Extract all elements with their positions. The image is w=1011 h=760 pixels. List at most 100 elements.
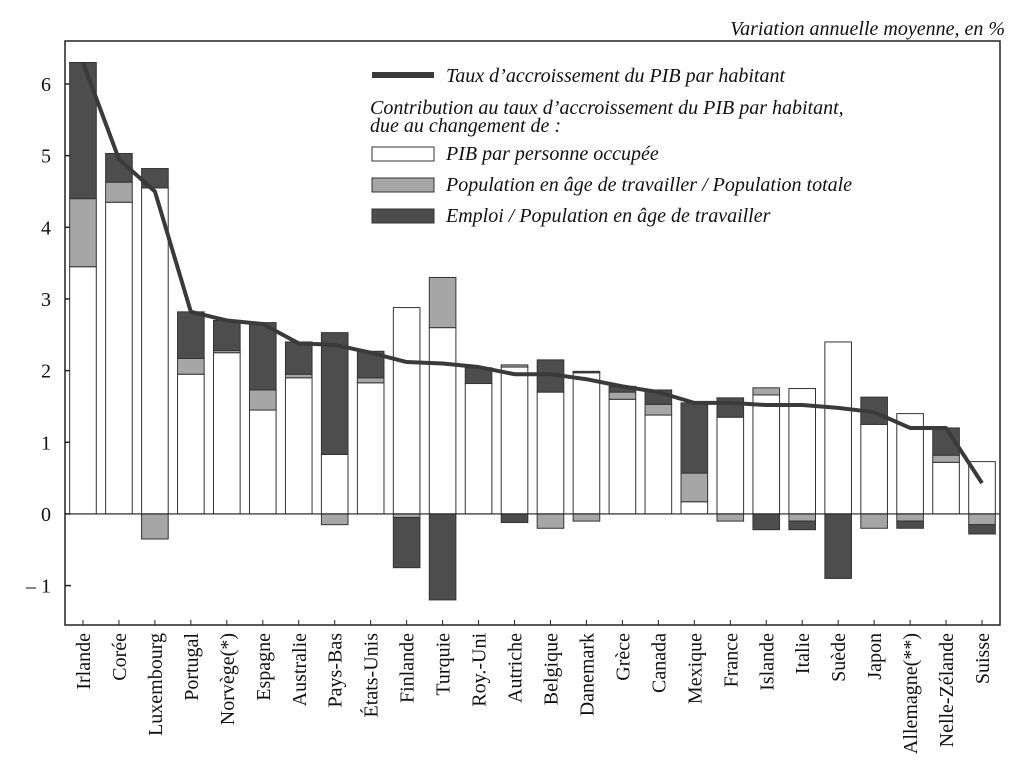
x-tick-label: Portugal [181,633,203,701]
bar-segment [248,389,277,411]
bar-segment [105,201,133,515]
bar-segment [716,416,745,515]
bar-segment [860,423,888,515]
bar-segment [572,370,601,374]
bar-segment [392,517,421,569]
x-tick-label: Suisse [972,633,994,684]
legend-label: PIB par personne occupée [445,143,659,165]
x-tick-label: Italie [792,633,814,674]
bar-segment [428,513,457,601]
bar-segment [320,513,349,526]
bar-segment [464,383,493,515]
bar-segment [932,461,960,515]
bar-segment [177,357,205,375]
bar-segment [968,513,996,526]
bar-segment [644,414,673,515]
x-tick-label: Australie [289,633,311,706]
legend-swatch [371,208,435,224]
legend-label: Emploi / Population en âge de travailler [445,205,771,227]
x-tick-label: Autriche [505,633,527,703]
bar-segment [356,377,385,384]
bar-segment [752,394,781,515]
x-tick-label: Turquie [433,633,455,696]
bar-segment [572,372,601,515]
bar-segment [968,524,996,535]
bar-segment [680,472,709,503]
bar-segment [428,276,457,329]
y-tick-label: 6 [41,74,51,96]
bar-segment [788,520,817,531]
legend-swatch [371,146,435,162]
bar-segment [932,454,960,463]
bar-segment [500,513,529,524]
bar-segment [752,513,781,531]
bar-segment [824,341,852,515]
x-tick-label: Islande [756,633,778,691]
x-tick-label: Roy.-Uni [469,633,491,707]
bar-segment [716,513,745,522]
bar-segment [608,398,637,515]
x-tick-label: États-Unis [360,633,383,718]
bar-segment [896,513,924,522]
bar-segment [680,402,709,474]
bar-segment [356,382,385,515]
x-tick-label: Mexique [684,633,706,704]
bar-segment [680,501,709,515]
bar-segment [248,322,277,391]
x-tick-label: Canada [648,633,670,693]
y-tick-label: 1 [41,432,51,454]
bar-segment [788,513,817,522]
line-series [81,61,984,485]
legend-swatch [371,177,435,193]
x-tick-label: Belgique [540,633,562,705]
bar-segment [284,377,313,515]
bar-segment [177,373,205,515]
legend-label: Population en âge de travailler / Popula… [445,174,852,196]
x-tick-label: France [720,633,742,688]
y-tick-label: 5 [41,146,51,168]
x-tick-label: Danemark [576,633,598,716]
y-tick-label: 0 [41,504,51,526]
bar-segment [896,413,924,515]
x-tick-label: Nelle-Zélande [936,633,958,747]
y-tick-label: 4 [41,217,51,239]
bar-segment [428,327,457,515]
bar-segment [105,181,133,203]
bar-segment [177,311,205,359]
bar-segment [284,373,313,379]
y-tick-label: 3 [41,289,51,311]
x-tick-label: Norvège(*) [217,633,239,725]
legend-line-swatch [372,72,434,78]
bar-segment [141,513,169,540]
x-tick-label: Corée [109,633,131,681]
bar-segment [392,307,421,515]
x-tick-label: Japon [864,633,886,680]
x-tick-label: Espagne [253,633,275,701]
x-tick-label: Finlande [397,633,419,703]
y-axis-unit: Variation annuelle moyenne, en % [730,18,1005,40]
plot-frame [64,40,1001,626]
legend-note: due au changement de : [370,115,561,137]
bar-segment [141,187,169,515]
x-tick-label: Allemagne(**) [900,633,922,754]
bar-segment [69,198,97,268]
bar-segment [248,409,277,515]
bar-segment [860,513,888,529]
bar-segment [284,341,313,375]
bar-segment [320,453,349,515]
bar-segment [500,366,529,515]
bar-segment [213,319,241,352]
x-tick-label: Pays-Bas [325,633,347,708]
bar-segment [572,513,601,522]
x-tick-label: Grèce [612,633,634,681]
bar-segment [536,391,565,515]
bar-segment [500,364,529,368]
bar-segment [608,391,637,400]
bar-segment [320,332,349,455]
bar-segment [716,397,745,418]
y-tick-label: – 1 [25,576,51,598]
bar-segment [824,513,852,579]
bar-segment [69,266,97,515]
x-tick-label: Irlande [73,633,95,690]
